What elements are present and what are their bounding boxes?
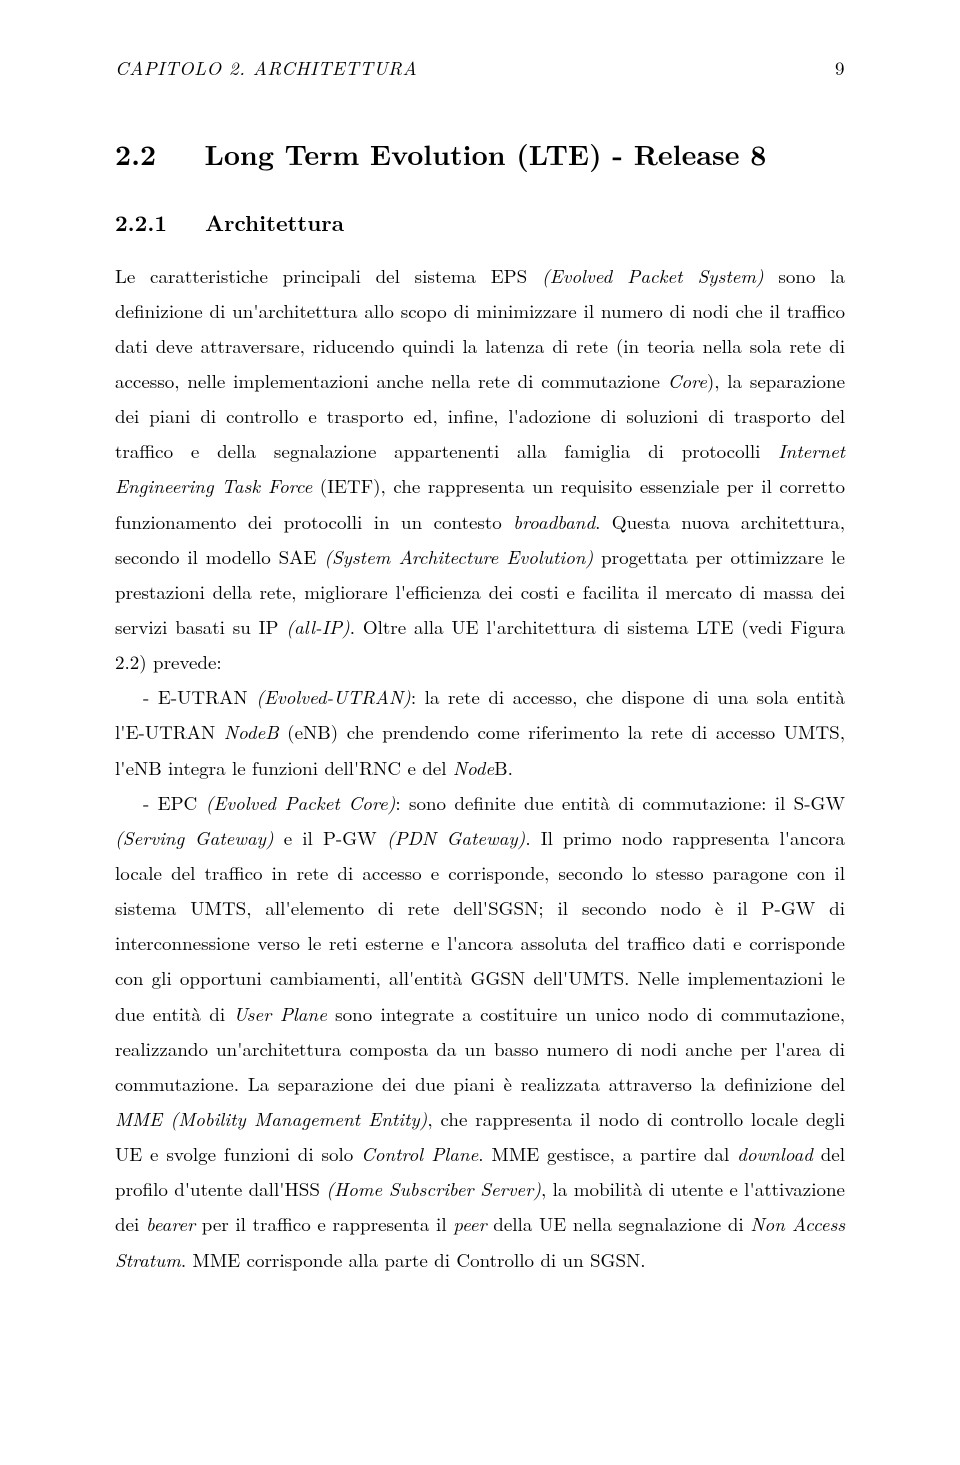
subsection-title-text: Architettura — [205, 207, 344, 238]
italic-run: peer — [453, 1210, 486, 1237]
text-run: Le caratteristiche principali del sistem… — [115, 262, 542, 289]
text-run: per il traffico e rappresenta il — [195, 1210, 453, 1237]
page-content: CAPITOLO 2. ARCHITETTURA 9 2.2 Long Term… — [0, 0, 960, 1357]
section-title-text: Long Term Evolution (LTE) - Release 8 — [204, 134, 766, 174]
italic-run: Core — [668, 367, 707, 394]
italic-run: bearer — [146, 1210, 195, 1237]
text-run: B. — [494, 754, 513, 781]
text-run: - E-UTRAN — [143, 683, 256, 710]
italic-run: (PDN Gateway) — [387, 824, 526, 851]
italic-run: (Serving Gateway) — [115, 824, 274, 851]
italic-run: Control Plane — [361, 1140, 478, 1167]
text-run: - EPC — [143, 789, 206, 816]
italic-run: Node — [453, 754, 494, 781]
text-run: : sono definite due entità di commutazio… — [395, 789, 845, 816]
paragraph-3: - EPC (Evolved Packet Core): sono defini… — [115, 785, 845, 1277]
text-run: . MME corrisponde alla parte di Controll… — [181, 1246, 646, 1273]
italic-run: (System Architecture Evolution) — [324, 543, 593, 570]
italic-run: (Evolved-UTRAN) — [256, 683, 411, 710]
text-run: e il P-GW — [274, 824, 387, 851]
italic-run: (Evolved Packet Core) — [206, 789, 396, 816]
paragraph-2: - E-UTRAN (Evolved-UTRAN): la rete di ac… — [115, 679, 845, 784]
italic-run: (Home Subscriber Server) — [326, 1175, 541, 1202]
italic-run: NodeB — [224, 718, 279, 745]
italic-run: MME (Mobility Management Entity) — [115, 1105, 427, 1132]
text-run: . MME gestisce, a partire dal — [478, 1140, 737, 1167]
page-number: 9 — [835, 50, 845, 85]
italic-run: download — [737, 1140, 813, 1167]
running-header: CAPITOLO 2. ARCHITETTURA 9 — [115, 50, 845, 85]
paragraph-1: Le caratteristiche principali del sistem… — [115, 258, 845, 680]
text-run: . Il primo nodo rappresenta l'ancora loc… — [115, 824, 845, 1027]
subsection-number: 2.2.1 — [115, 207, 167, 238]
text-run: della UE nella segnalazione di — [487, 1210, 751, 1237]
section-number: 2.2 — [115, 134, 156, 174]
subsection-heading: 2.2.1 Architettura — [115, 203, 845, 244]
section-heading: 2.2 Long Term Evolution (LTE) - Release … — [115, 129, 845, 181]
italic-run: (Evolved Packet System) — [542, 262, 764, 289]
header-chapter: CAPITOLO 2. ARCHITETTURA — [115, 50, 417, 85]
italic-run: User Plane — [233, 1000, 326, 1027]
italic-run: (all-IP) — [286, 613, 349, 640]
italic-run: broadband — [513, 508, 595, 535]
